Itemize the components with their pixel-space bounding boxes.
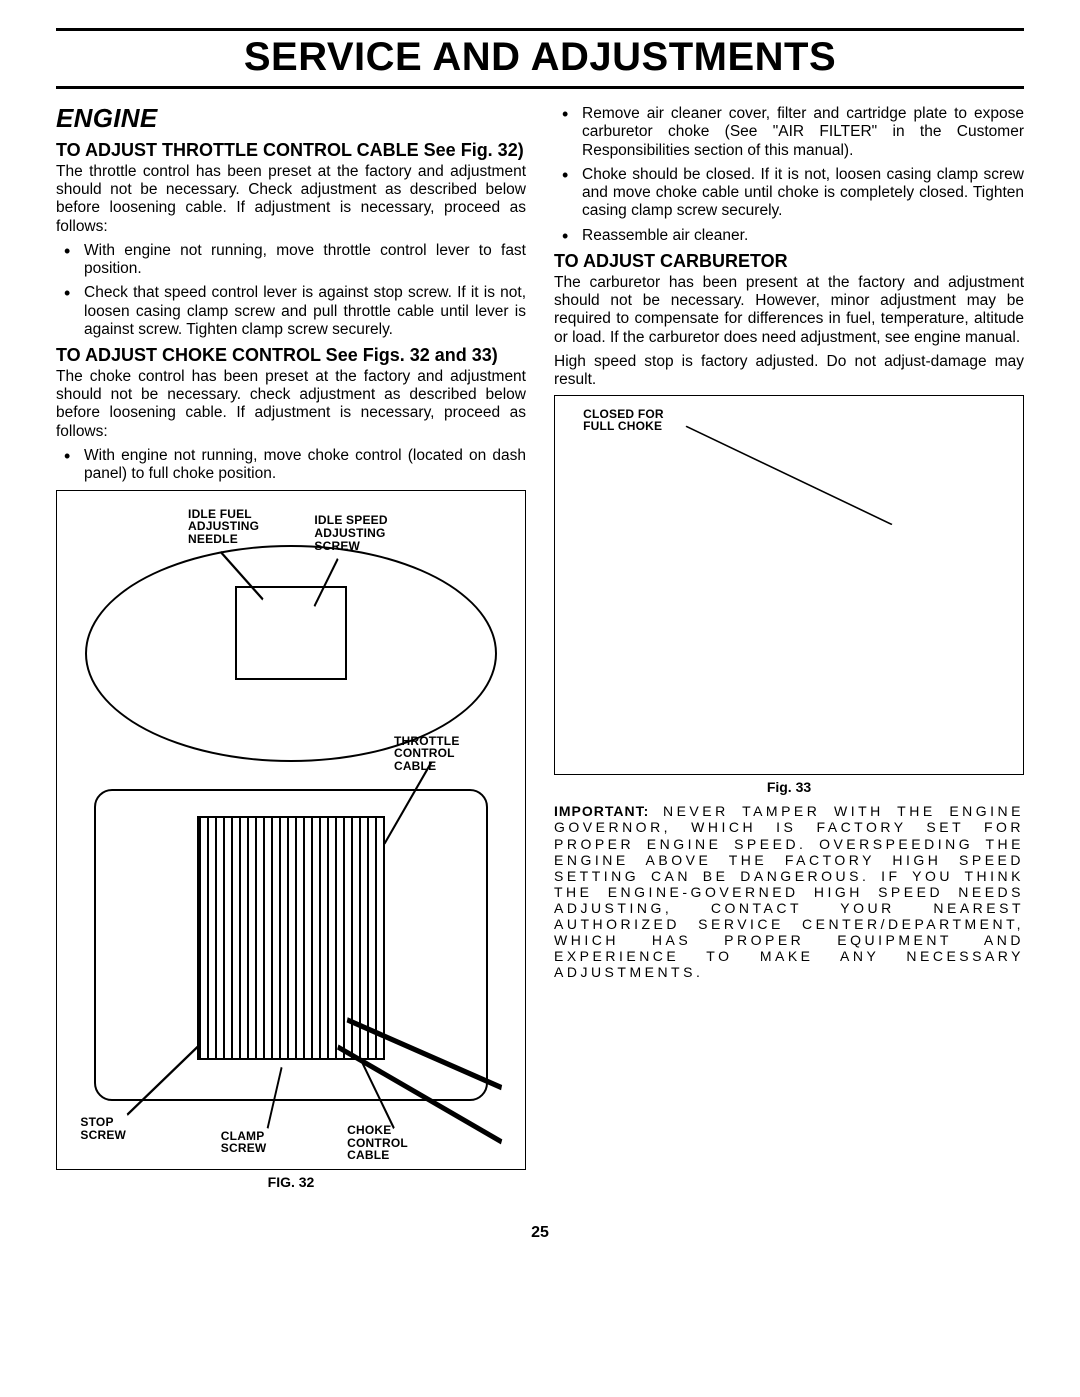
engine-heading: ENGINE	[56, 103, 526, 134]
fig33-leader-line	[555, 396, 1023, 774]
choke-intro: The choke control has been preset at the…	[56, 368, 526, 441]
important-note: IMPORTANT: NEVER TAMPER WITH THE ENGINE …	[554, 803, 1024, 980]
callout-throttle-cable: THROTTLE CONTROL CABLE	[394, 735, 460, 773]
carburetor-heading: TO ADJUST CARBURETOR	[554, 251, 1024, 272]
throttle-bullets: With engine not running, move throttle c…	[56, 242, 526, 339]
callout-idle-speed: IDLE SPEED ADJUSTING SCREW	[314, 514, 387, 552]
figure-33-box: CLOSED FOR FULL CHOKE	[554, 395, 1024, 775]
callout-choke-cable: CHOKE CONTROL CABLE	[347, 1124, 408, 1162]
figure-32-box: IDLE FUEL ADJUSTING NEEDLE IDLE SPEED AD…	[56, 490, 526, 1170]
page-title: SERVICE AND ADJUSTMENTS	[56, 33, 1024, 86]
right-bullet-3: Reassemble air cleaner.	[582, 227, 1024, 245]
callout-idle-fuel: IDLE FUEL ADJUSTING NEEDLE	[188, 508, 259, 546]
callout-stop-screw: STOP SCREW	[80, 1116, 126, 1141]
callout-clamp-screw: CLAMP SCREW	[221, 1130, 267, 1155]
throttle-heading: TO ADJUST THROTTLE CONTROL CABLE See Fig…	[56, 140, 526, 161]
callout-closed-choke: CLOSED FOR FULL CHOKE	[583, 408, 664, 433]
important-text: NEVER TAMPER WITH THE ENGINE GOVERNOR, W…	[554, 803, 1024, 980]
carb-p1: The carburetor has been present at the f…	[554, 274, 1024, 347]
right-column: Remove air cleaner cover, filter and car…	[554, 99, 1024, 1196]
carb-p2: High speed stop is factory adjusted. Do …	[554, 353, 1024, 390]
right-bullet-1: Remove air cleaner cover, filter and car…	[582, 105, 1024, 160]
under-rule	[56, 86, 1024, 89]
fig32-leader-lines	[57, 491, 525, 1169]
left-column: ENGINE TO ADJUST THROTTLE CONTROL CABLE …	[56, 99, 526, 1196]
throttle-bullet-1: With engine not running, move throttle c…	[84, 242, 526, 279]
choke-bullet-1: With engine not running, move choke cont…	[84, 447, 526, 484]
top-rule	[56, 28, 1024, 31]
right-top-bullets: Remove air cleaner cover, filter and car…	[554, 105, 1024, 245]
fig33-caption: Fig. 33	[554, 779, 1024, 795]
two-column-layout: ENGINE TO ADJUST THROTTLE CONTROL CABLE …	[56, 99, 1024, 1196]
important-label: IMPORTANT:	[554, 803, 649, 819]
right-bullet-2: Choke should be closed. If it is not, lo…	[582, 166, 1024, 221]
throttle-intro: The throttle control has been preset at …	[56, 163, 526, 236]
choke-bullets: With engine not running, move choke cont…	[56, 447, 526, 484]
page-number: 25	[56, 1224, 1024, 1242]
fig32-caption: FIG. 32	[56, 1174, 526, 1190]
choke-heading: TO ADJUST CHOKE CONTROL See Figs. 32 and…	[56, 345, 526, 366]
throttle-bullet-2: Check that speed control lever is agains…	[84, 284, 526, 339]
